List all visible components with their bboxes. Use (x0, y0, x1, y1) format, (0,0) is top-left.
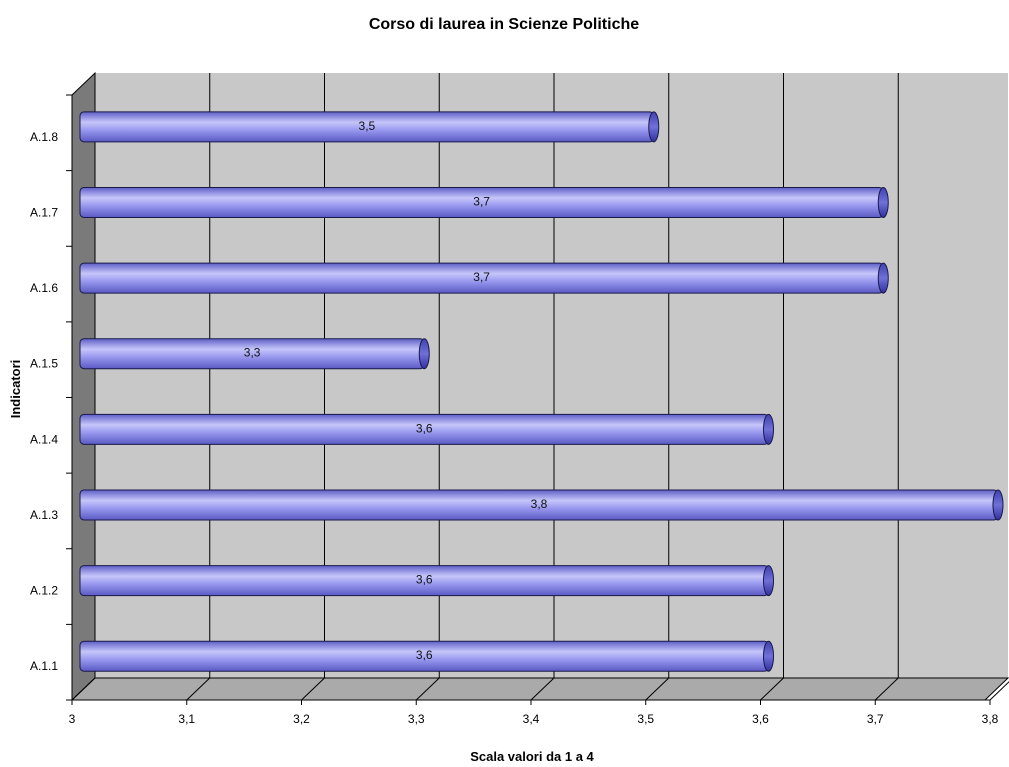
x-tick-label: 3,4 (523, 712, 540, 726)
bar-A.1.5: 3,3 (79, 338, 430, 370)
floor-gridline (415, 677, 440, 701)
bar-A.1.8: 3,5 (79, 111, 660, 143)
x-tick-label: 3,2 (293, 712, 310, 726)
bar-A.1.2: 3,6 (79, 565, 774, 597)
bar-cap (763, 413, 774, 445)
x-tick-label: 3,8 (982, 712, 999, 726)
bar-cap (418, 338, 430, 370)
bar-cap (648, 111, 660, 143)
bar-cap (763, 640, 774, 672)
x-tick-label: 3,7 (867, 712, 884, 726)
floor-gridline (186, 677, 211, 701)
x-tick-marks (71, 700, 991, 705)
x-tick-label: 3,6 (752, 712, 769, 726)
floor-gridline (874, 677, 899, 701)
data-label: 3,6 (416, 648, 433, 662)
x-tick-label: 3,5 (637, 712, 654, 726)
bar-cap (763, 565, 774, 597)
y-tick-label: A.1.5 (30, 357, 58, 371)
data-label: 3,6 (416, 573, 433, 587)
y-tick-label: A.1.2 (30, 584, 58, 598)
bar-cap (992, 489, 1004, 521)
y-axis-title: Indicatori (8, 360, 23, 419)
x-tick-label: 3 (69, 712, 76, 726)
bar-A.1.4: 3,6 (79, 413, 774, 445)
chart-title: Corso di laurea in Scienze Politiche (369, 16, 639, 33)
data-label: 3,7 (473, 194, 490, 208)
x-tick-label: 3,1 (178, 712, 195, 726)
data-label: 3,6 (416, 421, 433, 435)
data-label: 3,8 (531, 497, 548, 511)
bar-cap (877, 262, 889, 294)
data-label: 3,3 (244, 346, 261, 360)
left-wall (71, 71, 96, 702)
bar-A.1.6: 3,7 (79, 262, 889, 294)
y-tick-marks (66, 94, 72, 701)
floor-gridline (71, 677, 96, 701)
floor-gridline (760, 677, 784, 701)
data-label: 3,7 (473, 270, 490, 284)
y-tick-labels: A.1.1 A.1.2 A.1.3 A.1.4 A.1.5 A.1.6 A.1.7 A.1.8 (30, 130, 58, 673)
y-tick-label: A.1.4 (30, 432, 58, 446)
bars: 3,6 3,6 3,8 3,6 3,3 3,7 3,7 3,5 (79, 111, 1004, 672)
x-tick-labels: 3 3,1 3,2 3,3 3,4 3,5 3,6 3,7 3,8 (69, 712, 999, 726)
floor-gridline (989, 681, 1009, 701)
floor (70, 677, 1009, 701)
back-wall (95, 73, 1008, 678)
plot-area (70, 71, 1009, 702)
floor-gridline (301, 677, 325, 701)
y-tick-label: A.1.7 (30, 205, 58, 219)
y-tick-label: A.1.6 (30, 281, 58, 295)
data-label: 3,5 (359, 119, 376, 133)
bar-A.1.7: 3,7 (79, 186, 889, 218)
floor-gridline (530, 677, 555, 701)
bar-A.1.1: 3,6 (79, 640, 774, 672)
bar-A.1.3: 3,8 (79, 489, 1004, 521)
y-tick-label: A.1.8 (30, 130, 58, 144)
bar-cap (877, 186, 889, 218)
y-tick-label: A.1.3 (30, 508, 58, 522)
y-tick-label: A.1.1 (30, 659, 58, 673)
x-tick-label: 3,3 (408, 712, 425, 726)
floor-gridline (645, 677, 670, 701)
x-axis-title: Scala valori da 1 a 4 (470, 749, 594, 764)
